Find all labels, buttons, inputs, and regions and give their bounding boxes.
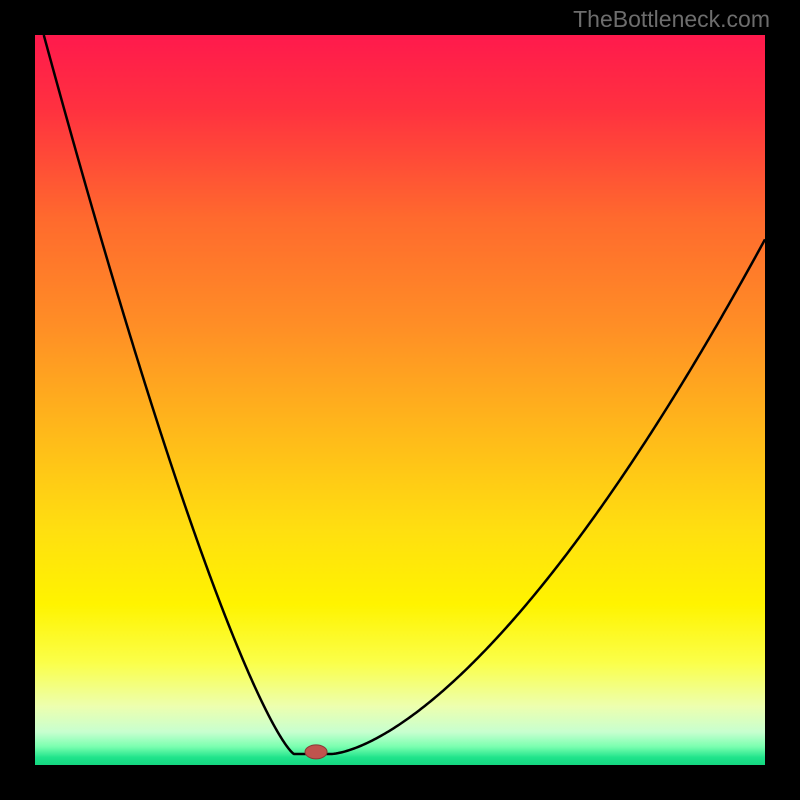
plot-gradient-background — [35, 35, 765, 765]
chart-root: TheBottleneck.com — [0, 0, 800, 800]
watermark-text: TheBottleneck.com — [573, 6, 770, 33]
